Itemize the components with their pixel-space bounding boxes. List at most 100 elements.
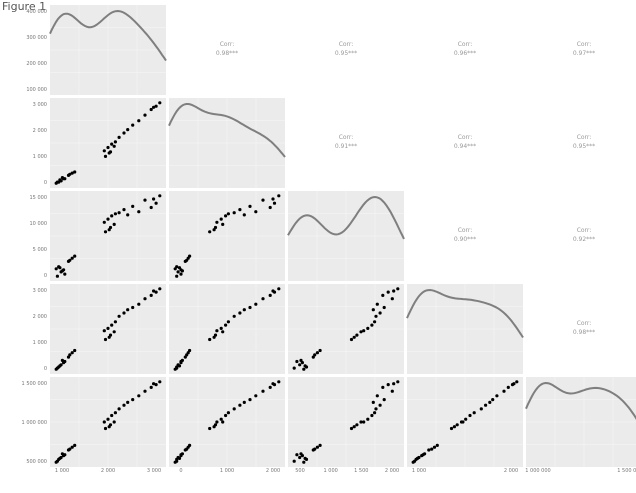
point <box>152 289 156 293</box>
point <box>110 214 114 218</box>
point <box>268 293 272 297</box>
point <box>315 351 319 355</box>
point <box>137 210 141 214</box>
point <box>386 383 390 387</box>
corr-label: Corr: <box>458 227 473 234</box>
point <box>102 329 106 333</box>
point <box>112 144 116 148</box>
point <box>392 289 396 293</box>
point <box>113 320 117 324</box>
corr-value: 0.94*** <box>454 143 476 150</box>
point <box>143 297 147 301</box>
point <box>382 398 386 402</box>
point <box>295 359 299 364</box>
point <box>271 382 275 386</box>
point <box>313 353 317 357</box>
point <box>107 335 111 339</box>
corr-label: Corr: <box>339 134 354 141</box>
point <box>370 413 374 418</box>
point <box>295 453 299 457</box>
point <box>381 385 385 389</box>
point <box>352 425 356 429</box>
point <box>411 460 415 464</box>
point <box>102 420 106 424</box>
point <box>54 367 58 371</box>
point <box>55 274 60 278</box>
corr-label: Corr: <box>220 41 235 48</box>
point <box>374 314 378 318</box>
point <box>300 454 304 458</box>
point <box>106 145 110 150</box>
point <box>452 425 456 429</box>
point <box>374 407 378 411</box>
point <box>238 311 242 315</box>
y-tick-label: 0 <box>44 273 47 279</box>
point <box>318 443 322 447</box>
point <box>506 385 510 389</box>
point <box>468 413 472 418</box>
point <box>224 214 228 218</box>
point <box>185 258 189 262</box>
point <box>158 194 162 198</box>
point <box>122 208 126 212</box>
point <box>70 256 74 260</box>
point <box>221 330 225 334</box>
point <box>149 107 153 112</box>
point <box>152 197 156 201</box>
point <box>313 447 317 451</box>
point <box>179 454 183 458</box>
point <box>73 254 77 258</box>
point <box>232 314 236 318</box>
density-curve-V4 <box>406 288 524 339</box>
point <box>371 308 375 312</box>
density-curve-V1 <box>49 9 167 62</box>
point <box>238 403 242 407</box>
point <box>382 305 386 310</box>
point <box>68 447 72 451</box>
point <box>173 460 177 464</box>
point <box>103 337 108 342</box>
point <box>355 423 359 427</box>
y-tick-label: 3 000 <box>33 288 47 294</box>
panel-V1-V4 <box>407 5 523 95</box>
point <box>57 265 61 269</box>
point <box>254 394 258 398</box>
point <box>175 457 179 461</box>
point <box>373 411 377 415</box>
point <box>302 460 306 464</box>
point <box>277 194 281 198</box>
point <box>304 365 309 369</box>
point <box>277 287 281 291</box>
point <box>271 289 275 293</box>
point <box>277 380 281 384</box>
point <box>117 314 121 318</box>
point <box>221 222 225 226</box>
x-tick-label: 1 000 <box>55 468 69 474</box>
point <box>73 348 77 353</box>
y-tick-label: 2 000 <box>33 128 47 134</box>
point <box>73 443 77 447</box>
point <box>212 228 216 232</box>
point <box>62 361 66 365</box>
point <box>212 425 216 429</box>
point <box>107 228 111 232</box>
point <box>302 367 306 371</box>
point <box>318 348 322 353</box>
point <box>423 452 427 456</box>
point <box>378 403 382 407</box>
point <box>70 351 74 355</box>
point <box>396 380 400 384</box>
point <box>349 337 354 342</box>
point <box>272 201 277 205</box>
point <box>126 128 130 132</box>
point <box>352 335 356 339</box>
point <box>154 290 158 294</box>
point <box>488 400 492 404</box>
corr-label: Corr: <box>577 41 592 48</box>
point <box>113 411 117 415</box>
point <box>212 335 216 339</box>
point <box>512 382 516 386</box>
point <box>414 457 418 461</box>
point <box>175 365 179 369</box>
